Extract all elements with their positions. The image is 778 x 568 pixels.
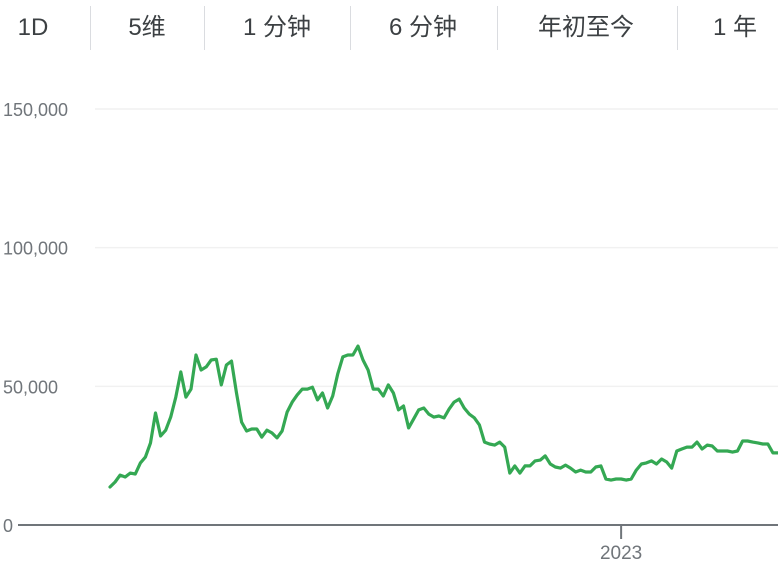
range-tabs: 1D 5维 1 分钟 6 分钟 年初至今 1 年 [0,0,778,56]
y-tick-label: 100,000 [3,239,68,259]
tab-1y[interactable]: 1 年 [712,14,757,41]
y-tick-label: 150,000 [3,100,68,120]
tab-divider [350,6,351,50]
tab-5d[interactable]: 5维 [128,14,166,41]
tab-1m[interactable]: 1 分钟 [242,14,311,41]
tab-divider [677,6,678,50]
tab-ytd[interactable]: 年初至今 [538,14,634,41]
x-tick-label: 2023 [600,543,642,564]
tab-1d[interactable]: 1D [17,14,49,41]
tab-divider [497,6,498,50]
y-tick-label: 0 [3,516,13,536]
y-tick-label: 50,000 [3,377,58,397]
tab-6m[interactable]: 6 分钟 [388,14,457,41]
tab-divider [90,6,91,50]
tab-divider [204,6,205,50]
price-line [108,344,778,489]
